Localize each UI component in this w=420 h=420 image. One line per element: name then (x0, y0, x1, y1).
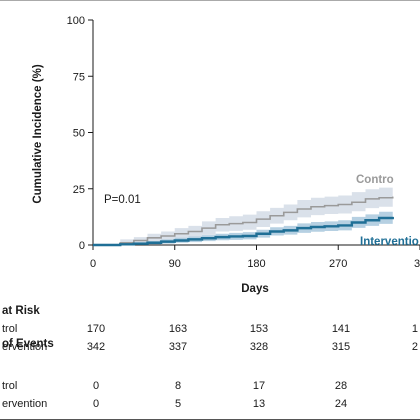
y-tick-label: 50 (73, 128, 85, 140)
series-label-control: Contro (356, 174, 394, 186)
risk-table-cell: 170 (87, 323, 105, 335)
x-tick-label: 180 (247, 258, 265, 270)
events-table-cell: 17 (253, 380, 265, 392)
y-tick-label: 25 (73, 184, 85, 196)
events-table-cell: 13 (253, 398, 265, 410)
events-table-cell: 0 (93, 398, 99, 410)
series-line-intervention (93, 216, 394, 247)
risk-table-row-label: trol (2, 323, 17, 335)
x-axis-title: Days (241, 283, 269, 295)
risk-table-cell: 342 (87, 341, 105, 353)
risk-table-cell: 328 (250, 341, 268, 353)
risk-table-cell: 2 (412, 341, 418, 353)
x-tick-label: 0 (90, 258, 96, 270)
events-table-cell: 0 (93, 380, 99, 392)
risk-table-cell: 153 (250, 323, 268, 335)
events-table-cell: 5 (175, 398, 181, 410)
x-tick-label: 3 (414, 258, 420, 270)
risk-table-title: at Risk (2, 305, 40, 317)
p-value-annotation: P=0.01 (104, 194, 141, 206)
x-tick-label: 270 (329, 258, 347, 270)
x-tick-label: 90 (169, 258, 181, 270)
y-axis-title: Cumulative Incidence (%) (32, 64, 44, 203)
series-label-intervention: Interventio (360, 236, 419, 248)
risk-table-cell: 315 (332, 341, 350, 353)
risk-table-row-label: ervention (2, 341, 47, 353)
events-table-row-label: trol (2, 380, 17, 392)
events-table-cell: 28 (335, 380, 347, 392)
risk-table-cell: 141 (332, 323, 350, 335)
series-line-control (93, 196, 394, 246)
ci-band-intervention (93, 210, 393, 245)
events-table-cell: 8 (175, 380, 181, 392)
y-tick-label: 0 (79, 240, 85, 252)
ci-band-control (93, 186, 393, 245)
risk-table-cell: 337 (169, 341, 187, 353)
events-table-cell: 24 (335, 398, 347, 410)
events-table-row-label: ervention (2, 398, 47, 410)
events-table-title: of Events (2, 338, 54, 350)
risk-table-cell: 163 (169, 323, 187, 335)
y-tick-label: 100 (67, 15, 85, 27)
y-tick-label: 75 (73, 71, 85, 83)
risk-table-cell: 1 (412, 323, 418, 335)
